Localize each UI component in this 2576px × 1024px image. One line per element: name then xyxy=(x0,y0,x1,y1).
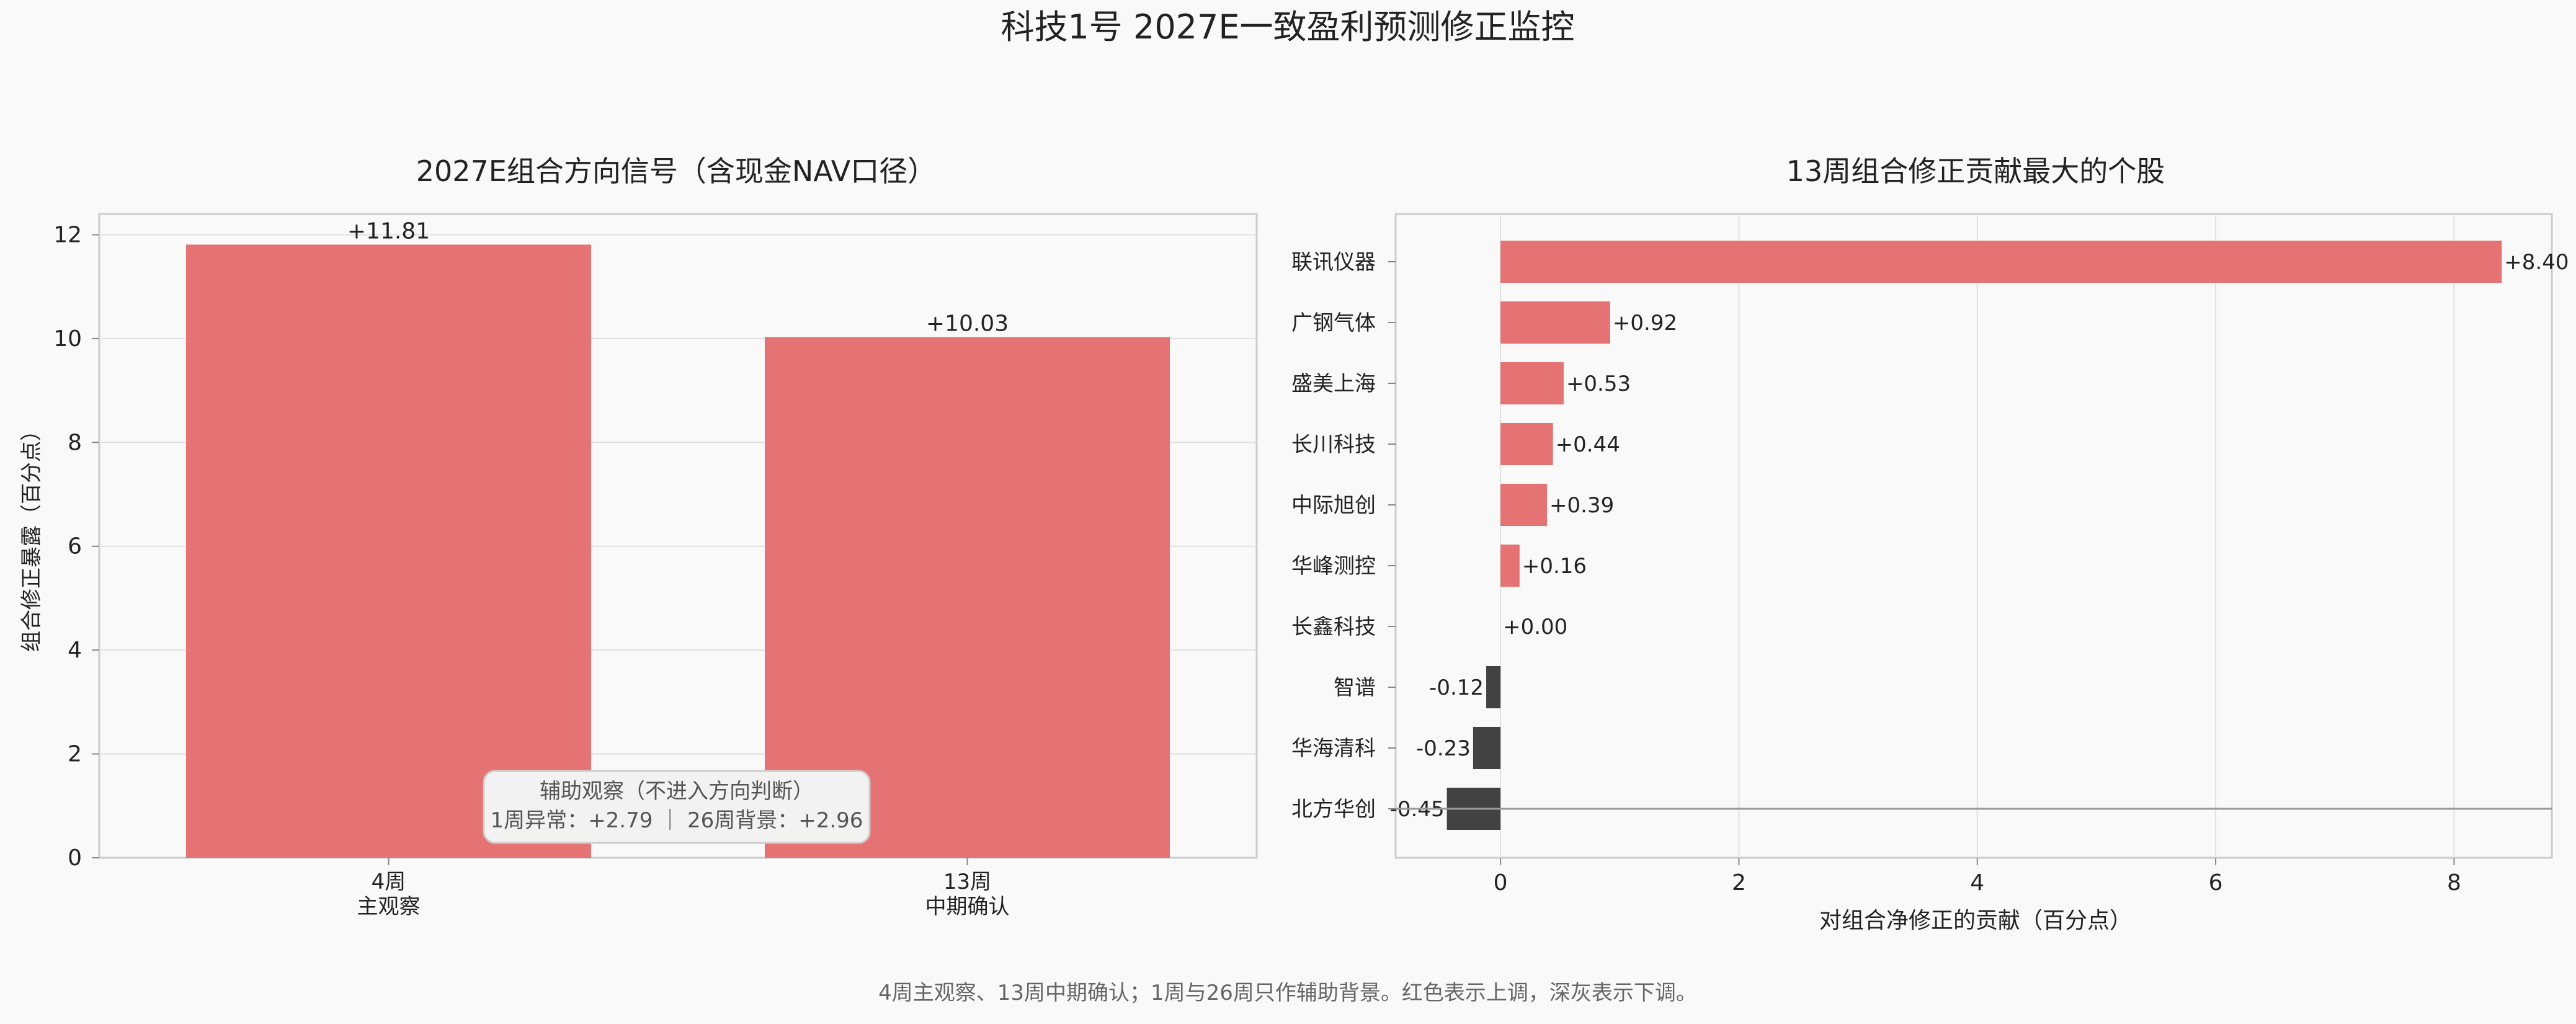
right-bar-value-label-1: +0.92 xyxy=(1613,311,1677,336)
right-y-tick-label-9: 北方华创 xyxy=(1291,797,1376,822)
right-bar-value-label-6: +0.00 xyxy=(1503,615,1567,639)
right-x-axis: 0 2 4 6 8 xyxy=(1494,858,2461,896)
right-y-tick-label-0: 联讯仪器 xyxy=(1291,250,1376,275)
right-y-tick-label-5: 华峰测控 xyxy=(1291,554,1376,579)
auxiliary-annotation: 辅助观察（不进入方向判断） 1周异常：+2.79 ｜ 26周背景：+2.96 xyxy=(483,770,871,844)
right-bar-3 xyxy=(1500,423,1553,465)
right-chart-title: 13周组合修正贡献最大的个股 xyxy=(1786,154,2165,188)
left-x-axis: 4周主观察 13周中期确认 xyxy=(357,858,1010,919)
right-bar-2 xyxy=(1500,362,1564,404)
right-bar-value-label-8: -0.23 xyxy=(1416,736,1471,761)
left-chart-title: 2027E组合方向信号（含现金NAV口径） xyxy=(416,154,937,188)
right-y-tick-label-4: 中际旭创 xyxy=(1291,493,1376,518)
left-bar-value-label-0: +11.81 xyxy=(347,218,430,244)
annotation-box xyxy=(483,770,871,844)
right-bar-value-label-3: +0.44 xyxy=(1556,432,1620,457)
left-y-tick-label-4: 8 xyxy=(68,430,82,455)
right-y-tick-label-2: 盛美上海 xyxy=(1291,372,1376,396)
left-bar-value-label-1: +10.03 xyxy=(926,311,1009,336)
right-bar-1 xyxy=(1500,301,1610,344)
right-x-tick-label-4: 8 xyxy=(2447,870,2461,896)
left-y-tick-label-3: 6 xyxy=(68,534,82,559)
right-y-tick-label-1: 广钢气体 xyxy=(1291,311,1376,336)
right-y-tick-label-7: 智谱 xyxy=(1334,675,1376,700)
right-bar-5 xyxy=(1500,545,1520,587)
right-x-tick-label-2: 4 xyxy=(1970,870,1984,896)
annotation-line-1: 辅助观察（不进入方向判断） xyxy=(540,779,814,804)
left-bar-0 xyxy=(185,244,592,858)
right-bar-value-label-5: +0.16 xyxy=(1522,554,1587,579)
right-x-tick-label-0: 0 xyxy=(1494,870,1508,896)
right-bar-8 xyxy=(1473,727,1501,769)
right-bar-4 xyxy=(1500,484,1548,526)
left-y-tick-label-6: 12 xyxy=(53,222,82,247)
right-bar-value-label-4: +0.39 xyxy=(1549,493,1614,518)
right-x-axis-label: 对组合净修正的贡献（百分点） xyxy=(1819,908,2132,933)
right-bar-0 xyxy=(1500,241,2502,283)
left-y-tick-label-2: 4 xyxy=(68,638,82,663)
right-x-tick-label-1: 2 xyxy=(1732,870,1746,896)
right-bar-value-label-2: +0.53 xyxy=(1566,372,1631,396)
right-bars: +8.40 +0.92 +0.53 +0.44 +0.39 +0.16 +0.00 -0.12… xyxy=(1390,241,2569,830)
right-y-tick-label-8: 华海清科 xyxy=(1291,736,1376,761)
left-y-tick-label-0: 0 xyxy=(68,845,82,871)
left-x-tick-label-0-line2: 主观察 xyxy=(357,894,421,919)
annotation-line-2: 1周异常：+2.79 ｜ 26周背景：+2.96 xyxy=(491,808,863,833)
right-bar-value-label-7: -0.12 xyxy=(1429,675,1484,700)
left-x-tick-label-1-line1: 13周 xyxy=(943,870,991,894)
left-chart: 2027E组合方向信号（含现金NAV口径） +11.81 +10.03 0 2 4 6 8… xyxy=(19,154,1258,919)
right-bar-value-label-0: +8.40 xyxy=(2504,250,2569,275)
left-y-axis: 0 2 4 6 8 10 12 xyxy=(53,222,99,871)
left-y-axis-label: 组合修正暴露（百分点） xyxy=(19,420,44,652)
footnote: 4周主观察、13周中期确认；1周与26周只作辅助背景。红色表示上调，深灰表示下调… xyxy=(878,981,1697,1005)
left-x-tick-label-0-line1: 4周 xyxy=(372,870,406,894)
left-y-tick-label-1: 2 xyxy=(68,742,82,767)
right-y-tick-label-6: 长鑫科技 xyxy=(1291,615,1376,639)
left-x-tick-label-1-line2: 中期确认 xyxy=(925,894,1010,919)
right-x-tick-label-3: 6 xyxy=(2209,870,2223,896)
left-y-tick-label-5: 10 xyxy=(53,326,82,352)
right-y-tick-label-3: 长川科技 xyxy=(1291,432,1376,457)
page-title: 科技1号 2027E一致盈利预测修正监控 xyxy=(1001,7,1574,47)
right-chart: 13周组合修正贡献最大的个股 +8.40 +0.92 +0.53 +0.44 +0.39… xyxy=(1291,154,2569,933)
right-bar-7 xyxy=(1486,666,1501,708)
